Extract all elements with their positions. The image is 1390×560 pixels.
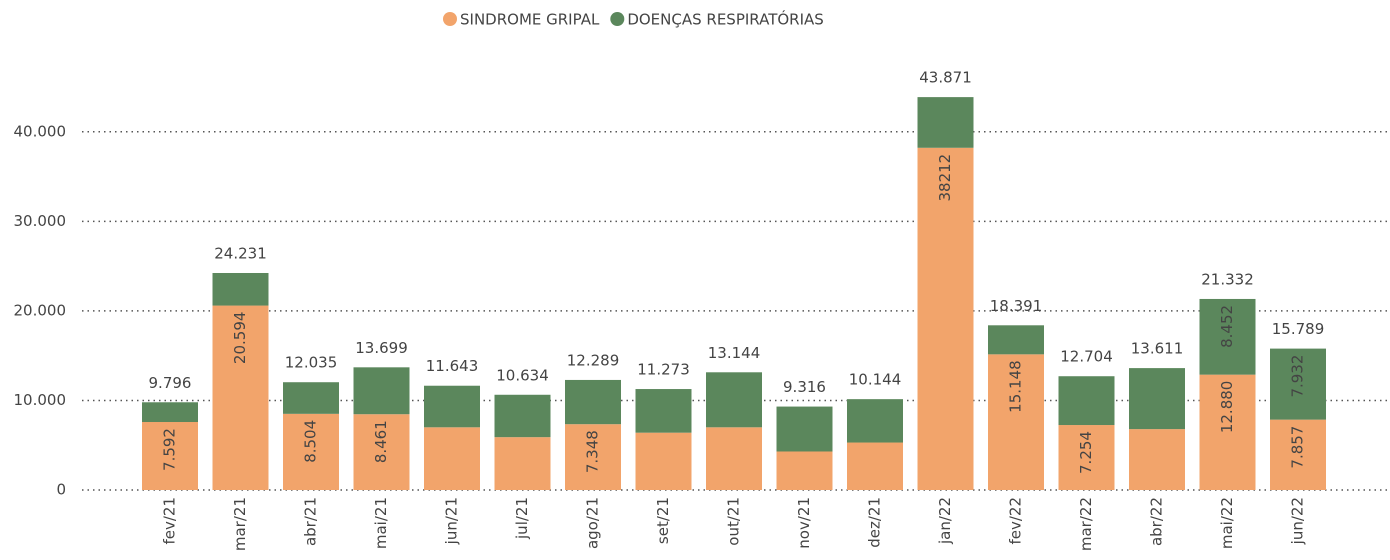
bar-segment <box>1270 419 1326 490</box>
total-label: 10.144 <box>849 371 902 389</box>
total-label: 9.796 <box>149 374 192 392</box>
bar-segment <box>1058 425 1115 490</box>
total-label: 24.231 <box>214 244 267 262</box>
bar-segment <box>1199 298 1256 375</box>
total-label: 12.704 <box>1060 348 1113 366</box>
bar-segment <box>1270 348 1326 420</box>
segment-label: 7.932 <box>1289 355 1307 398</box>
x-tick-label: fev/21 <box>161 497 179 545</box>
total-label: 12.035 <box>285 354 338 372</box>
bar-segment <box>212 305 269 490</box>
x-tick-label: fev/22 <box>1007 497 1025 545</box>
bar-segment <box>353 367 410 415</box>
total-label: 13.611 <box>1131 340 1184 358</box>
x-tick-label: mai/21 <box>372 497 390 549</box>
bar-segment <box>353 414 410 490</box>
y-tick-label: 10.000 <box>14 391 67 409</box>
bar-segment <box>142 422 198 490</box>
bar-segment <box>706 427 762 490</box>
segment-label: 8.504 <box>302 420 320 463</box>
x-tick-label: mar/22 <box>1077 497 1095 551</box>
bar-segment <box>1129 368 1185 430</box>
total-label: 10.634 <box>496 366 549 384</box>
bar-segment <box>847 442 903 490</box>
segment-label: 12.880 <box>1218 381 1236 434</box>
bar-segment <box>635 389 692 433</box>
total-label: 13.699 <box>355 339 408 357</box>
x-tick-label: nov/21 <box>795 497 813 549</box>
total-label: 11.273 <box>637 361 690 379</box>
x-tick-label: jul/21 <box>513 497 531 540</box>
total-label: 12.289 <box>567 351 620 369</box>
bar-segment <box>917 97 974 148</box>
bar-segment <box>847 399 903 443</box>
bar-segment <box>494 394 551 438</box>
y-tick-label: 20.000 <box>14 301 67 319</box>
segment-label: 20.594 <box>231 312 249 365</box>
x-tick-label: ago/21 <box>584 497 602 549</box>
bar-segment <box>142 402 198 423</box>
y-tick-label: 0 <box>56 481 66 499</box>
total-label: 43.871 <box>919 69 972 87</box>
bar-segment <box>917 147 974 490</box>
bar-segment <box>283 413 339 490</box>
bar-segment <box>1058 376 1115 426</box>
x-tick-label: mar/21 <box>231 497 249 551</box>
x-tick-label: out/21 <box>725 497 743 546</box>
bar-segment <box>635 432 692 490</box>
bar-segment <box>424 385 480 428</box>
bar-segment <box>565 424 621 490</box>
segment-label: 7.254 <box>1077 431 1095 474</box>
bar-segment <box>706 372 762 428</box>
bar-segment <box>776 451 833 490</box>
legend-marker <box>443 12 457 26</box>
segment-label: 8.461 <box>372 420 390 463</box>
total-label: 13.144 <box>708 344 761 362</box>
x-tick-label: mai/22 <box>1218 497 1236 549</box>
bar-segment <box>212 272 269 306</box>
x-tick-label: jan/22 <box>936 497 954 545</box>
bar-segment <box>1199 374 1256 490</box>
total-label: 15.789 <box>1272 320 1325 338</box>
total-label: 21.332 <box>1201 270 1254 288</box>
segment-label: 7.592 <box>161 428 179 471</box>
bar-segment <box>776 406 833 452</box>
y-tick-label: 40.000 <box>14 122 67 140</box>
bar-segment <box>565 379 621 425</box>
legend-marker <box>610 12 625 26</box>
x-tick-label: abr/22 <box>1148 497 1166 546</box>
segment-label: 7.857 <box>1289 426 1307 469</box>
bar-segment <box>494 437 551 490</box>
bar-segment <box>1129 429 1185 490</box>
x-tick-label: abr/21 <box>302 497 320 546</box>
segment-label: 7.348 <box>584 430 602 473</box>
x-tick-label: set/21 <box>654 497 672 544</box>
bar-segment <box>424 427 480 490</box>
bar-segment <box>283 382 339 414</box>
total-label: 9.316 <box>783 378 826 396</box>
total-label: 18.391 <box>990 297 1043 315</box>
x-tick-label: jun/22 <box>1289 497 1307 545</box>
x-tick-label: jun/21 <box>443 497 461 545</box>
segment-label: 38212 <box>936 154 954 202</box>
bar-segment <box>988 325 1044 355</box>
segment-label: 15.148 <box>1007 360 1025 413</box>
total-label: 11.643 <box>426 357 479 375</box>
bar-segment <box>988 354 1044 490</box>
x-tick-label: dez/21 <box>866 497 884 548</box>
segment-label: 8.452 <box>1218 305 1236 348</box>
y-tick-label: 30.000 <box>14 212 67 230</box>
legend-label: DOENÇAS RESPIRATÓRIAS <box>627 10 823 29</box>
legend-label: SINDROME GRIPAL <box>460 11 600 29</box>
